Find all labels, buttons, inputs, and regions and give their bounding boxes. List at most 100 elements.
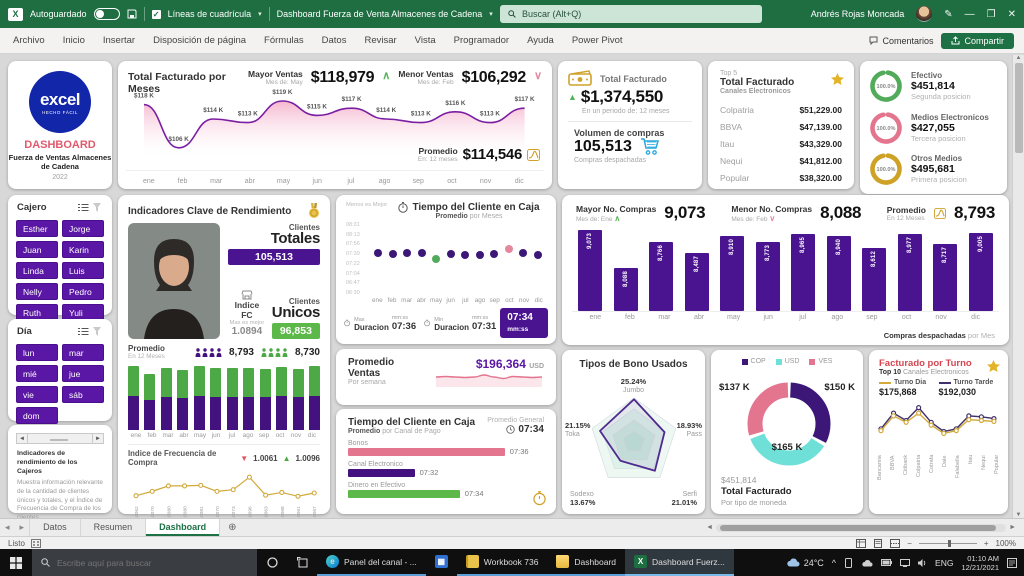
compras-bar-nov[interactable]: 8,717 bbox=[933, 243, 958, 311]
facturado-line-chart[interactable]: $118 K $106 K $114 K $113 K $119 K $115 K $117… bbox=[118, 85, 552, 165]
compras-bar-feb[interactable]: 8,088 bbox=[613, 268, 638, 311]
ribbon-tab-programador[interactable]: Programador bbox=[453, 34, 510, 46]
user-name[interactable]: Andrés Rojas Moncada bbox=[810, 9, 905, 19]
stacked-bar-jul[interactable] bbox=[226, 368, 238, 430]
language-indicator[interactable]: ENG bbox=[935, 557, 954, 568]
taskbar-search-input[interactable] bbox=[57, 557, 227, 568]
compras-bar-chart[interactable]: 9,073 8,088 8,766 8,487 8,910 8,773 8,965 8,940… bbox=[578, 229, 993, 311]
stacked-bar-dic[interactable] bbox=[308, 366, 320, 430]
start-button[interactable] bbox=[0, 549, 32, 576]
taskbar-app-grid[interactable]: ▦ bbox=[426, 549, 457, 576]
stacked-bar-ene[interactable] bbox=[128, 366, 139, 430]
canal-bar[interactable] bbox=[348, 468, 415, 477]
dot-may[interactable] bbox=[432, 255, 441, 263]
bonos-radar-chart[interactable] bbox=[562, 376, 705, 504]
page-layout-icon[interactable] bbox=[873, 538, 883, 548]
donut-slice-VES[interactable] bbox=[747, 382, 831, 466]
close-button[interactable]: ✕ bbox=[1007, 8, 1016, 20]
page-break-icon[interactable] bbox=[890, 538, 901, 548]
slicer-cajero-yuli[interactable]: Yuli bbox=[62, 304, 104, 321]
onedrive-icon[interactable] bbox=[861, 559, 873, 567]
dot-dic[interactable] bbox=[533, 251, 542, 259]
zoom-slider[interactable] bbox=[918, 539, 977, 547]
taskbar-app-dashboard[interactable]: Dashboard bbox=[547, 549, 626, 576]
avatar[interactable] bbox=[916, 6, 933, 22]
slicer-cajero-linda[interactable]: Linda bbox=[16, 262, 58, 279]
ribbon-tab-revisar[interactable]: Revisar bbox=[364, 34, 397, 46]
compras-bar-may[interactable]: 8,910 bbox=[720, 236, 745, 311]
sheet-tab-dashboard[interactable]: Dashboard bbox=[146, 519, 221, 536]
ifc-line-chart[interactable]: 1.0062 1.0070 1.0080 1.0080 1.0081 1.0070 1.00… bbox=[126, 467, 322, 523]
ribbon-tab-datos[interactable]: Datos bbox=[321, 34, 347, 46]
search-box[interactable]: Buscar (Alt+Q) bbox=[500, 5, 762, 23]
compras-bar-abr[interactable]: 8,487 bbox=[684, 252, 709, 311]
minimize-button[interactable]: — bbox=[964, 8, 975, 20]
slicer-dia-dom[interactable]: dom bbox=[16, 407, 58, 424]
horizontal-scrollbar[interactable]: ◄ ► bbox=[706, 523, 1024, 532]
compras-bar-oct[interactable]: 8,977 bbox=[897, 233, 922, 311]
compras-bar-jun[interactable]: 8,773 bbox=[755, 242, 780, 311]
chevron-down-icon[interactable]: ▾ bbox=[489, 11, 493, 18]
donut-slice-USD[interactable] bbox=[747, 382, 831, 466]
compras-bar-dic[interactable]: 9,005 bbox=[968, 233, 993, 311]
notification-icon[interactable] bbox=[1007, 557, 1017, 568]
battery-icon[interactable] bbox=[881, 559, 893, 566]
slicer-cajero-esther[interactable]: Esther bbox=[16, 220, 58, 237]
taskbar-app-workbook-736[interactable]: Workbook 736 bbox=[456, 549, 548, 576]
stacked-bar-jun[interactable] bbox=[210, 368, 222, 430]
stacked-bar-nov[interactable] bbox=[292, 369, 304, 430]
comments-button[interactable]: Comentarios bbox=[869, 36, 933, 46]
dot-feb[interactable] bbox=[388, 250, 397, 258]
ribbon-tab-insertar[interactable]: Insertar bbox=[102, 34, 136, 46]
phone-link-icon[interactable] bbox=[844, 557, 853, 568]
scroll-left-icon[interactable]: ◄ bbox=[706, 524, 714, 531]
tray-expand-icon[interactable]: ^ bbox=[831, 557, 837, 568]
zoom-out-icon[interactable]: − bbox=[907, 538, 912, 548]
normal-view-icon[interactable] bbox=[856, 538, 867, 548]
taskbar-app-dashboard-fuerz-[interactable]: X Dashboard Fuerz... bbox=[625, 549, 734, 576]
zoom-level[interactable]: 100% bbox=[995, 538, 1016, 548]
compras-bar-sep[interactable]: 8,612 bbox=[862, 247, 887, 311]
compras-bar-ene[interactable]: 9,073 bbox=[578, 229, 602, 311]
scroll-left-icon[interactable]: ◄ bbox=[17, 434, 28, 443]
dot-jun[interactable] bbox=[446, 250, 455, 258]
share-button[interactable]: Compartir bbox=[941, 32, 1014, 49]
taskbar-search[interactable] bbox=[32, 549, 257, 576]
compras-bar-ago[interactable]: 8,940 bbox=[826, 235, 851, 311]
compras-bar-jul[interactable]: 8,965 bbox=[791, 233, 816, 311]
moneda-donut-chart[interactable] bbox=[737, 372, 841, 476]
ribbon-tab-vista[interactable]: Vista bbox=[414, 34, 436, 46]
slicer-dia-mié[interactable]: mié bbox=[16, 365, 58, 382]
ribbon-tab-archivo[interactable]: Archivo bbox=[13, 34, 45, 46]
dot-nov[interactable] bbox=[519, 249, 528, 257]
zoom-in-icon[interactable]: + bbox=[983, 538, 989, 548]
clear-filter-icon[interactable] bbox=[93, 327, 103, 336]
turno-line-chart[interactable] bbox=[873, 397, 1004, 453]
dot-abr[interactable] bbox=[417, 249, 426, 257]
restore-button[interactable]: ❐ bbox=[986, 8, 996, 20]
cortana-icon[interactable] bbox=[257, 549, 287, 576]
scroll-down-icon[interactable]: ▼ bbox=[1015, 512, 1022, 518]
canal-bar[interactable] bbox=[348, 489, 460, 498]
slicer-cajero-karin[interactable]: Karin bbox=[62, 241, 104, 258]
scroll-thumb[interactable] bbox=[1014, 63, 1023, 153]
slicer-dia-lun[interactable]: lun bbox=[16, 344, 58, 361]
ribbon-tab-f-rmulas[interactable]: Fórmulas bbox=[264, 34, 304, 46]
vertical-scrollbar[interactable]: ▲ ▼ bbox=[1012, 55, 1024, 518]
taskbar-app-panel-del-canal-[interactable]: e Panel del canal - ... bbox=[317, 549, 426, 576]
scroll-right-icon[interactable]: ► bbox=[1009, 524, 1016, 531]
gridlines-checkbox[interactable]: ✓ bbox=[151, 9, 161, 19]
sheet-nav-right-icon[interactable]: ▸ bbox=[19, 522, 25, 532]
clientes-stacked-bars[interactable] bbox=[118, 364, 330, 430]
scroll-up-icon[interactable]: ▲ bbox=[1015, 55, 1022, 61]
dot-ene[interactable] bbox=[374, 249, 382, 257]
dot-plot[interactable] bbox=[374, 245, 542, 263]
multiselect-icon[interactable] bbox=[78, 203, 89, 212]
scroll-right-icon[interactable]: ► bbox=[92, 434, 103, 443]
slicer-dia-mar[interactable]: mar bbox=[62, 344, 104, 361]
slicer-cajero-nelly[interactable]: Nelly bbox=[16, 283, 58, 300]
dot-oct[interactable] bbox=[504, 245, 513, 253]
slicer-dia-jue[interactable]: jue bbox=[62, 365, 104, 382]
clock[interactable]: 01:10 AM 12/21/2021 bbox=[961, 553, 999, 572]
dot-ago[interactable] bbox=[475, 251, 484, 259]
